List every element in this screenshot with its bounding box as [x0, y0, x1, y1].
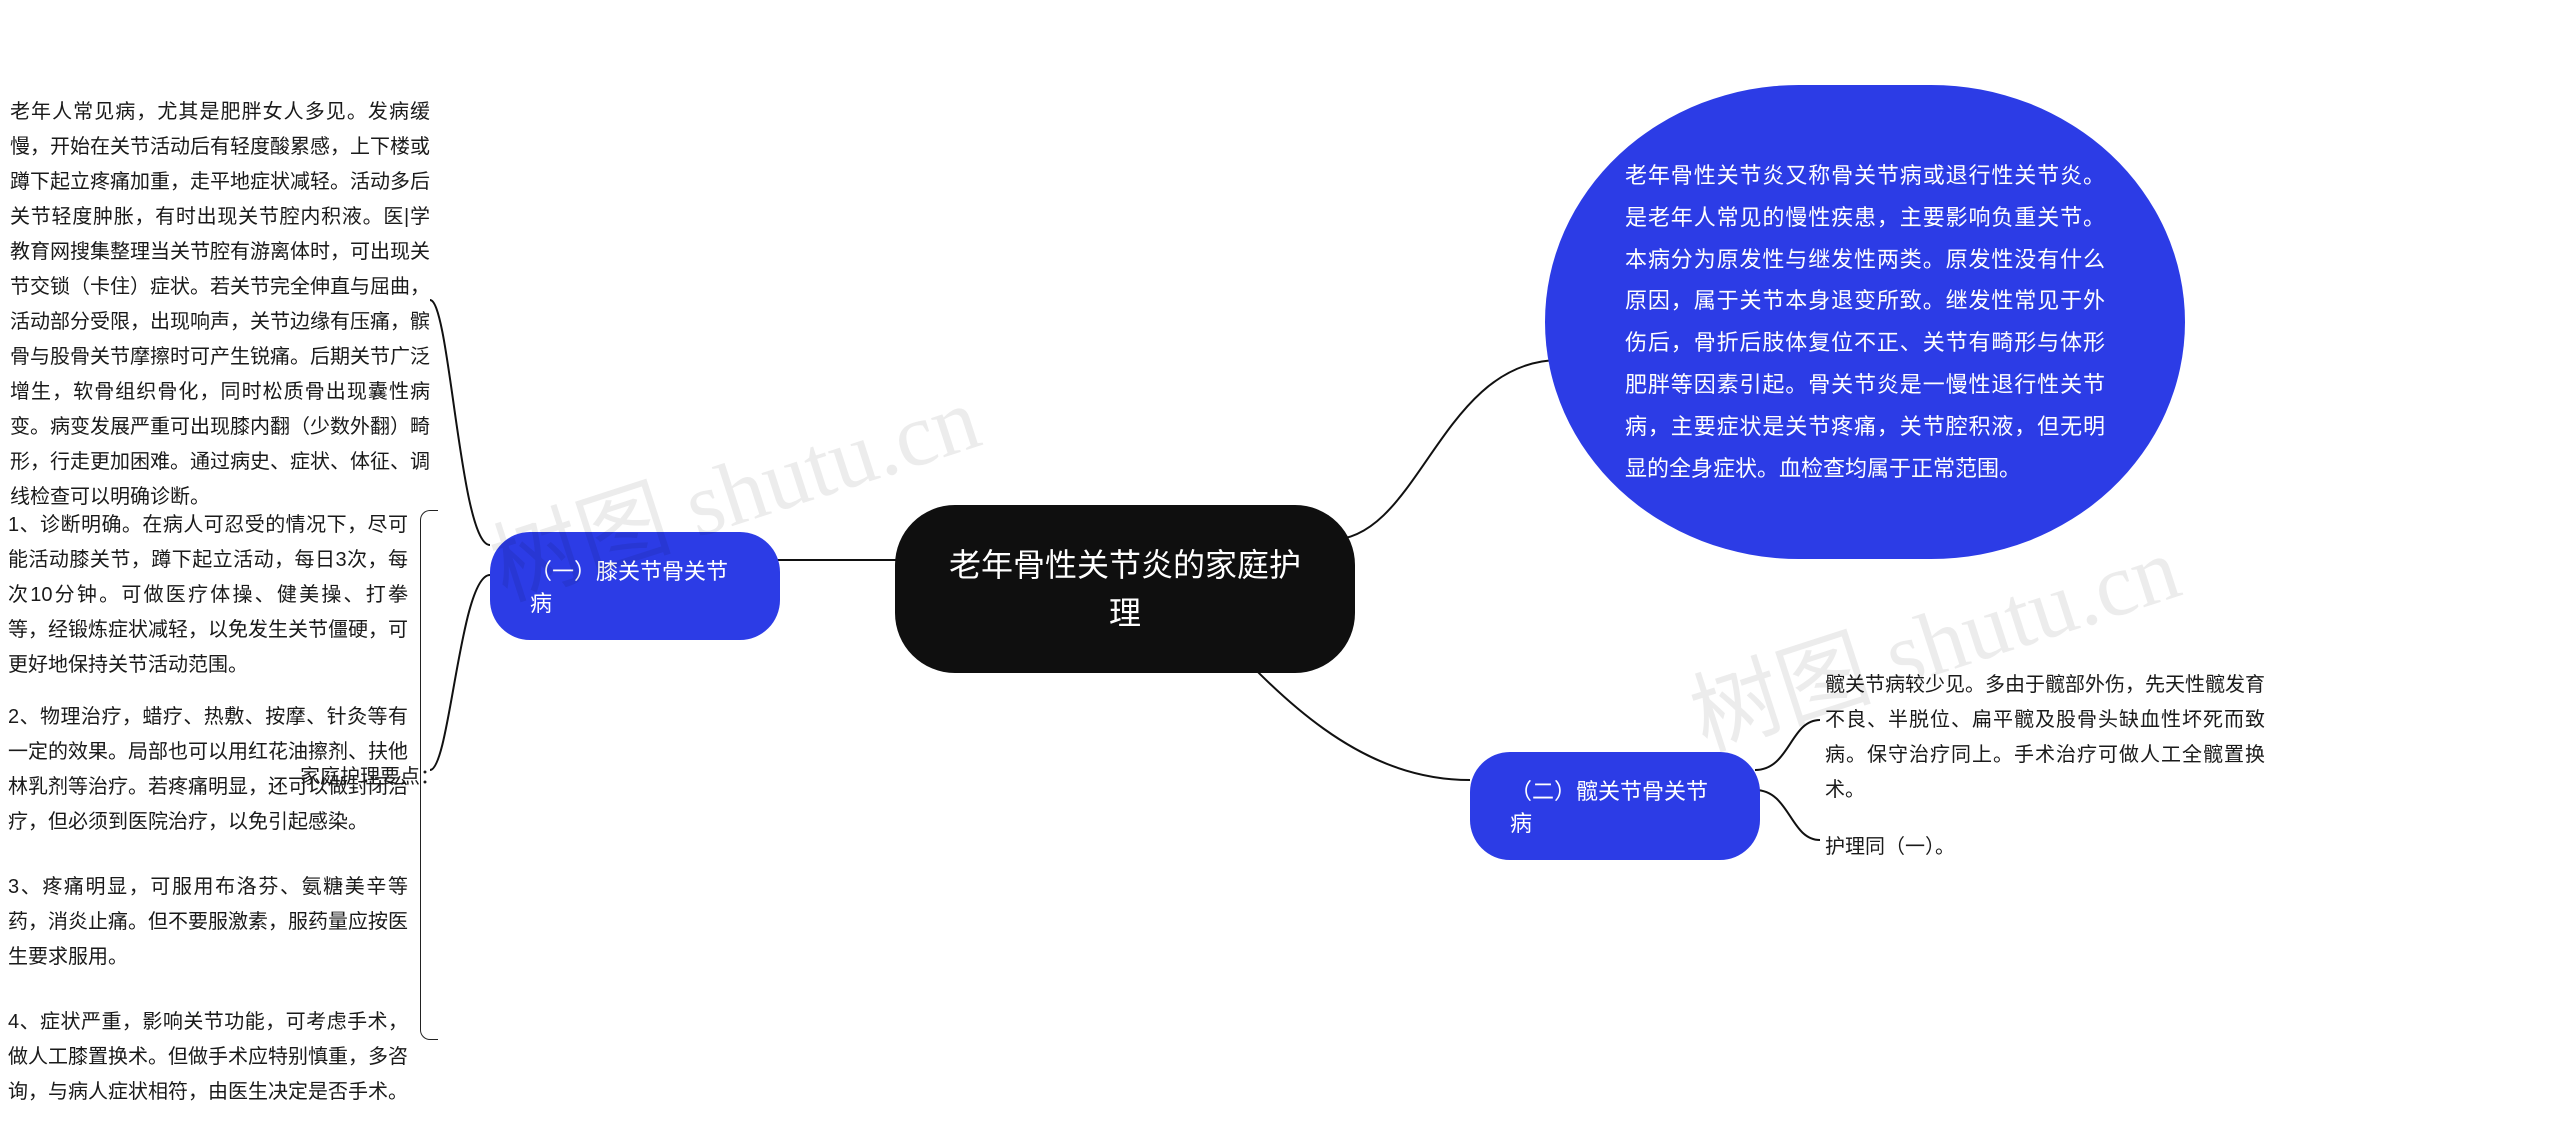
right-care-text: 护理同（一）。 [1825, 830, 1955, 859]
intro-node: 老年骨性关节炎又称骨关节病或退行性关节炎。是老年人常见的慢性疾患，主要影响负重关… [1545, 85, 2185, 559]
right-care: 护理同（一）。 [1825, 836, 1955, 858]
right-detail-text: 髋关节病较少见。多由于髋部外伤，先天性髋发育不良、半脱位、扁平髋及股骨头缺血性坏… [1825, 668, 2265, 808]
care-p1: 1、诊断明确。在病人可忍受的情况下，尽可能活动膝关节，蹲下起立活动，每日3次，每… [8, 514, 408, 676]
care-point-3: 3、疼痛明显，可服用布洛芬、氨糖美辛等药，消炎止痛。但不要服激素，服药量应按医生… [8, 870, 408, 975]
root-title: 老年骨性关节炎的家庭护 理 [949, 547, 1301, 631]
care-p2: 2、物理治疗，蜡疗、热敷、按摩、针灸等有一定的效果。局部也可以用红花油擦剂、扶他… [8, 706, 408, 833]
care-point-4: 4、症状严重，影响关节功能，可考虑手术，做人工膝置换术。但做手术应特别慎重，多咨… [8, 1005, 408, 1110]
right-branch-title: （二）髋关节骨关节病 [1510, 774, 1720, 838]
left-detail1: 老年人常见病，尤其是肥胖女人多见。发病缓慢，开始在关节活动后有轻度酸累感，上下楼… [10, 101, 430, 508]
left-detail-text: 老年人常见病，尤其是肥胖女人多见。发病缓慢，开始在关节活动后有轻度酸累感，上下楼… [10, 95, 430, 515]
root-node: 老年骨性关节炎的家庭护 理 [895, 505, 1355, 673]
intro-text: 老年骨性关节炎又称骨关节病或退行性关节炎。是老年人常见的慢性疾患，主要影响负重关… [1625, 163, 2105, 481]
right-branch-pill: （二）髋关节骨关节病 [1470, 752, 1760, 860]
care-point-1: 1、诊断明确。在病人可忍受的情况下，尽可能活动膝关节，蹲下起立活动，每日3次，每… [8, 508, 408, 683]
care-p4: 4、症状严重，影响关节功能，可考虑手术，做人工膝置换术。但做手术应特别慎重，多咨… [8, 1011, 408, 1103]
left-branch-title: （一）膝关节骨关节病 [530, 554, 740, 618]
care-p3: 3、疼痛明显，可服用布洛芬、氨糖美辛等药，消炎止痛。但不要服激素，服药量应按医生… [8, 876, 408, 968]
right-detail: 髋关节病较少见。多由于髋部外伤，先天性髋发育不良、半脱位、扁平髋及股骨头缺血性坏… [1825, 674, 2265, 801]
care-point-2: 2、物理治疗，蜡疗、热敷、按摩、针灸等有一定的效果。局部也可以用红花油擦剂、扶他… [8, 700, 408, 840]
left-branch-pill: （一）膝关节骨关节病 [490, 532, 780, 640]
